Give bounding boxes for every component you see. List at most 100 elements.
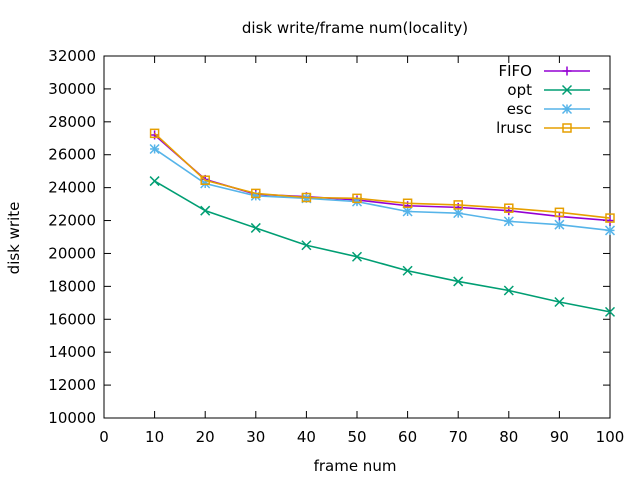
series-opt [149, 176, 616, 317]
series-line-esc [154, 148, 611, 232]
y-tick-label: 28000 [48, 113, 96, 131]
marker-stroke [453, 276, 464, 287]
data-point-lrusc [251, 188, 261, 199]
marker-stroke [561, 84, 573, 96]
data-point-lrusc [554, 207, 565, 218]
marker-stroke [149, 176, 160, 187]
marker-stroke [605, 213, 615, 223]
x-axis-title: frame num [314, 457, 397, 475]
marker-stroke [402, 265, 413, 276]
marker-stroke [554, 207, 565, 218]
y-tick-label: 10000 [48, 409, 96, 427]
marker-stroke [149, 128, 160, 139]
legend-label: lrusc [496, 119, 532, 137]
x-tick-label: 20 [196, 428, 215, 446]
marker-stroke [250, 222, 261, 233]
series-line-FIFO [154, 134, 611, 222]
marker-stroke [200, 175, 210, 185]
y-tick-label: 12000 [48, 376, 96, 394]
legend-marker [562, 66, 572, 76]
data-point-esc [453, 208, 464, 219]
marker-stroke [554, 296, 565, 308]
x-tick-label: 30 [246, 428, 265, 446]
legend-item-esc: esc [507, 100, 590, 118]
data-point-esc [604, 225, 616, 236]
marker-stroke [301, 240, 312, 251]
series-line-opt [154, 180, 611, 313]
marker-stroke [149, 143, 160, 154]
series-line-lrusc [154, 132, 611, 219]
y-tick-label: 16000 [48, 310, 96, 328]
series-lrusc [149, 128, 615, 223]
marker-stroke [604, 225, 616, 236]
x-tick-label: 100 [596, 428, 625, 446]
data-point-opt [149, 176, 160, 187]
legend-marker [561, 103, 573, 115]
data-point-esc [149, 143, 160, 154]
marker-stroke [251, 188, 261, 199]
y-tick-label: 24000 [48, 179, 96, 197]
data-point-lrusc [149, 128, 160, 139]
legend-item-lrusc: lrusc [496, 119, 590, 137]
x-tick-label: 60 [398, 428, 417, 446]
y-tick-label: 14000 [48, 343, 96, 361]
marker-stroke [503, 216, 514, 227]
data-point-opt [351, 251, 363, 262]
marker-stroke [503, 285, 514, 296]
data-point-lrusc [453, 200, 463, 210]
data-point-opt [250, 222, 261, 233]
legend-marker [561, 84, 573, 96]
data-point-lrusc [402, 198, 413, 209]
marker-stroke [200, 205, 211, 216]
series-esc [149, 143, 616, 236]
data-point-opt [604, 306, 616, 317]
legend-marker [562, 123, 572, 133]
marker-stroke [561, 103, 573, 115]
marker-stroke [562, 123, 572, 133]
data-point-lrusc [200, 175, 210, 185]
legend-label: FIFO [499, 62, 533, 80]
data-point-lrusc [352, 193, 362, 204]
legend-item-FIFO: FIFO [499, 62, 590, 80]
data-point-lrusc [605, 213, 615, 223]
marker-stroke [453, 200, 463, 210]
x-tick-label: 80 [499, 428, 518, 446]
data-point-opt [554, 296, 565, 308]
y-tick-label: 30000 [48, 80, 96, 98]
data-point-lrusc [301, 192, 312, 203]
x-tick-label: 70 [449, 428, 468, 446]
x-tick-label: 10 [145, 428, 164, 446]
marker-stroke [402, 206, 413, 217]
y-tick-label: 32000 [48, 47, 96, 65]
y-axis-title: disk write [5, 202, 23, 275]
data-point-lrusc [504, 203, 514, 213]
marker-stroke [504, 203, 514, 213]
x-tick-label: 90 [550, 428, 569, 446]
y-tick-label: 26000 [48, 146, 96, 164]
x-tick-label: 50 [347, 428, 366, 446]
y-tick-label: 18000 [48, 277, 96, 295]
data-point-esc [554, 219, 565, 230]
legend-label: esc [507, 100, 532, 118]
plot-frame [103, 55, 611, 419]
marker-stroke [351, 251, 363, 262]
marker-stroke [604, 306, 616, 317]
data-point-opt [503, 285, 514, 296]
marker-stroke [453, 208, 464, 219]
marker-stroke [301, 192, 312, 203]
axis-ticks: 0 10 20 30 40 50 60 70 80 90 100 10000 12000 14000 160… [48, 47, 624, 446]
x-tick-label: 40 [297, 428, 316, 446]
marker-stroke [554, 219, 565, 230]
data-point-esc [402, 206, 413, 217]
x-tick-label: 0 [99, 428, 109, 446]
data-point-opt [453, 276, 464, 287]
data-point-opt [200, 205, 211, 216]
y-tick-label: 22000 [48, 212, 96, 230]
data-point-esc [503, 216, 514, 227]
data-point-opt [301, 240, 312, 251]
data-point-opt [402, 265, 413, 276]
y-tick-label: 20000 [48, 244, 96, 262]
marker-stroke [402, 198, 413, 209]
